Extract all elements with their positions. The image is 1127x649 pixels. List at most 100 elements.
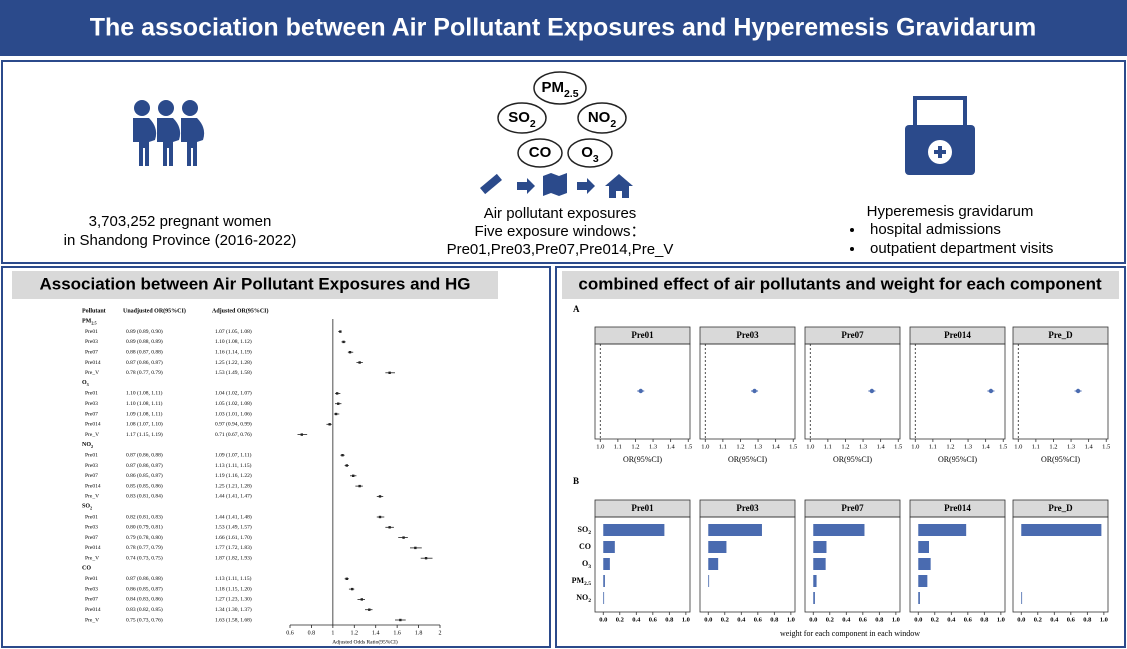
x-tick-label: 1.5 [894, 443, 902, 450]
window-label: Pre07 [85, 473, 98, 479]
or-point [339, 330, 342, 333]
x-tick-label: 1.4 [1085, 443, 1094, 450]
window-label: Pre01 [85, 329, 98, 335]
x-tick-label: 1.6 [393, 630, 401, 636]
unadjusted-or: 1.10 (1.08, 1.11) [126, 400, 163, 407]
adjusted-or: 1.27 (1.23, 1.30) [215, 596, 252, 603]
or-point [399, 618, 402, 622]
adjusted-or: 1.66 (1.61, 1.70) [215, 534, 252, 541]
adjusted-or: 1.53 (1.49, 1.58) [215, 369, 252, 376]
outcome-bullet: outpatient department visits [870, 240, 1053, 257]
window-label: Pre07 [85, 349, 98, 355]
or-point [378, 495, 382, 498]
bar [603, 575, 605, 587]
unadjusted-or: 0.85 (0.85, 0.86) [126, 482, 163, 489]
window-label: Pre03 [85, 586, 98, 592]
window-label: Pre01 [85, 576, 98, 582]
strip-title: Pre03 [736, 330, 759, 340]
pollutant-label: CO [529, 144, 552, 161]
unadjusted-or: 0.80 (0.79, 0.81) [126, 524, 163, 531]
strip-title: Pre01 [631, 503, 654, 513]
window-label: Pre014 [85, 422, 101, 428]
adjusted-or: 1.04 (1.02, 1.07) [215, 390, 252, 397]
x-tick-label: 1.5 [999, 443, 1007, 450]
window-label: Pre_V [85, 432, 99, 438]
x-tick-label: 1.2 [736, 443, 744, 450]
x-tick-label: 1.4 [667, 443, 676, 450]
or-point [350, 587, 354, 591]
unadjusted-or: 0.86 (0.85, 0.87) [126, 585, 163, 592]
adjusted-or: 1.13 (1.11, 1.15) [215, 462, 252, 469]
exposure-line: Pre01,Pre03,Pre07,Pre014,Pre_V [447, 241, 674, 258]
group-label: NO2 [82, 442, 93, 449]
unadjusted-or: 1.10 (1.08, 1.11) [126, 390, 163, 397]
group-label: SO2 [82, 504, 92, 511]
or-point [378, 515, 382, 519]
combined-title: combined effect of air pollutants and we… [578, 274, 1102, 293]
bar [708, 558, 719, 570]
x-tick-label: 1.0 [682, 616, 690, 623]
or-point [348, 351, 352, 354]
x-tick-label: 1.3 [964, 443, 972, 450]
window-label: Pre03 [85, 525, 98, 531]
or-point [388, 526, 391, 529]
unadjusted-or: 0.87 (0.86, 0.87) [126, 359, 163, 366]
adjusted-or: 1.16 (1.14, 1.19) [215, 348, 252, 355]
bar [708, 575, 710, 587]
bar [1021, 592, 1023, 604]
group-label-main: SO [82, 504, 90, 510]
pollutant-label: O3 [581, 144, 599, 165]
or-point [358, 361, 361, 364]
window-label: Pre_V [85, 370, 99, 376]
combined-box [555, 266, 1126, 648]
x-tick-label: 1.2 [841, 443, 849, 450]
window-label: Pre07 [85, 597, 98, 603]
category-label: PM2.5 [572, 576, 592, 587]
x-tick-label: 0.4 [947, 616, 956, 623]
category-label: NO2 [576, 593, 591, 604]
pollutant-label-main: O [581, 144, 593, 161]
panel-letter: B [573, 476, 579, 486]
panel [699, 343, 796, 440]
bar [813, 524, 865, 536]
strip-title: Pre_D [1048, 330, 1073, 340]
bar [603, 558, 610, 570]
cohort-line: 3,703,252 pregnant women [89, 213, 272, 230]
x-tick-label: 0.4 [632, 616, 641, 623]
x-tick-label: 1.3 [859, 443, 867, 450]
x-tick-label: 1.1 [1032, 443, 1040, 450]
bar [603, 524, 665, 536]
category-label-sub: 2.5 [584, 581, 591, 587]
x-tick-label: 0.2 [826, 616, 834, 623]
strip-title: Pre01 [631, 330, 654, 340]
or-point [988, 388, 994, 394]
unadjusted-or: 0.79 (0.78, 0.80) [126, 534, 163, 541]
pollutant-label-main: PM [541, 79, 564, 96]
window-label: Pre_V [85, 555, 99, 561]
women-icon [133, 100, 205, 166]
x-tick-label: 1.2 [631, 443, 639, 450]
forest-title: Association between Air Pollutant Exposu… [39, 274, 470, 293]
x-tick-label: 0.4 [1050, 616, 1059, 623]
or-point [424, 557, 428, 560]
bar [918, 524, 967, 536]
unadjusted-or: 0.88 (0.87, 0.88) [126, 348, 163, 355]
unadjusted-or: 0.84 (0.83, 0.86) [126, 596, 163, 603]
window-label: Pre03 [85, 401, 98, 407]
strip-title: Pre014 [944, 503, 971, 513]
bar [708, 541, 727, 553]
window-label: Pre07 [85, 535, 98, 541]
x-tick-label: 0.4 [737, 616, 746, 623]
or-point [337, 402, 340, 405]
panel [804, 516, 901, 613]
category-label-main: NO [576, 593, 588, 602]
x-tick-label: 2 [439, 630, 442, 636]
adjusted-or: 1.34 (1.30, 1.37) [215, 606, 252, 613]
group-label-sub: 2 [91, 444, 93, 449]
unadjusted-or: 1.17 (1.15, 1.19) [126, 431, 163, 438]
category-label: CO [579, 542, 591, 551]
bar [918, 575, 928, 587]
group-label-main: PM [82, 319, 92, 325]
x-tick-label: 0.6 [649, 616, 658, 623]
